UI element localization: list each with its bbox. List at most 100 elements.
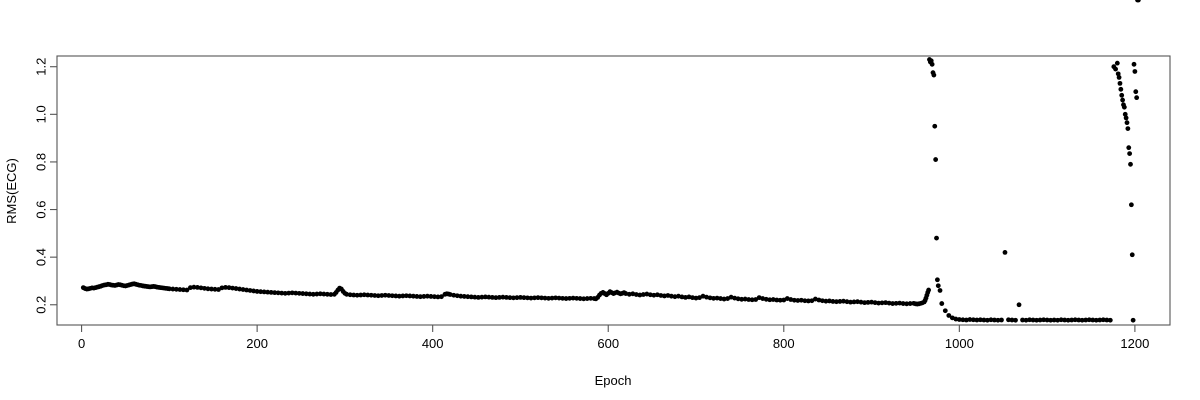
data-point <box>862 300 867 306</box>
data-point <box>1023 317 1029 323</box>
data-point <box>230 285 235 291</box>
data-point <box>275 290 281 296</box>
data-point <box>386 293 392 298</box>
data-point <box>347 292 353 298</box>
data-point <box>511 295 516 301</box>
data-point <box>535 295 541 301</box>
data-point <box>570 295 576 301</box>
data-point <box>321 291 327 297</box>
data-point <box>496 294 502 300</box>
data-point <box>439 294 444 300</box>
data-point <box>929 61 935 67</box>
data-point <box>414 294 420 299</box>
data-point <box>1065 317 1071 323</box>
data-point <box>739 296 745 302</box>
data-point <box>844 299 850 305</box>
data-point <box>879 300 885 306</box>
y-tick-label: 0.2 <box>34 296 49 314</box>
data-point <box>795 298 801 303</box>
data-point <box>268 289 274 295</box>
data-point <box>960 317 966 323</box>
data-point <box>956 317 962 322</box>
data-point <box>1114 60 1120 66</box>
data-point <box>823 298 829 304</box>
y-tick-label: 0.8 <box>34 153 49 171</box>
data-point <box>468 294 474 300</box>
data-point <box>735 296 741 302</box>
data-point <box>942 308 948 314</box>
data-point <box>293 290 299 296</box>
data-point <box>1128 161 1133 167</box>
data-point <box>1123 115 1129 121</box>
data-point <box>1006 317 1011 323</box>
data-point <box>1072 317 1078 323</box>
data-point <box>1027 317 1032 323</box>
data-point <box>421 294 427 299</box>
data-point <box>358 292 364 298</box>
data-point <box>1044 317 1050 323</box>
data-point <box>344 291 350 297</box>
data-point <box>1117 80 1123 86</box>
data-point <box>683 294 688 300</box>
x-tick-label: 0 <box>78 336 85 351</box>
x-tick-label: 600 <box>597 336 619 351</box>
data-point <box>354 292 360 298</box>
data-point <box>633 292 639 297</box>
data-point <box>690 295 695 301</box>
data-point <box>493 295 499 301</box>
x-axis-title: Epoch <box>595 373 632 388</box>
data-point <box>549 295 555 301</box>
data-point <box>489 294 495 300</box>
data-point <box>307 291 313 297</box>
data-point <box>195 284 200 290</box>
data-point <box>749 297 755 303</box>
x-tick-label: 800 <box>773 336 795 351</box>
data-point <box>995 317 1001 323</box>
data-point <box>317 291 323 297</box>
data-point <box>841 298 846 304</box>
data-point <box>834 299 839 305</box>
data-point <box>314 291 320 297</box>
data-point <box>532 295 537 301</box>
data-point <box>963 317 969 323</box>
x-tick-label: 400 <box>422 336 444 351</box>
y-tick-label: 1.0 <box>34 105 49 123</box>
x-axis-ticks: 0 200 400 600 800 1000 1200 <box>78 325 1149 351</box>
data-point <box>1127 151 1133 157</box>
data-point <box>237 286 242 292</box>
data-point <box>556 295 562 301</box>
data-point <box>368 292 374 298</box>
data-point <box>770 297 776 302</box>
x-tick-label: 1000 <box>945 336 974 351</box>
data-point <box>539 295 544 301</box>
data-point <box>389 293 395 299</box>
data-point <box>1076 317 1082 323</box>
plot-frame <box>56 55 1171 326</box>
data-point <box>1037 317 1043 323</box>
data-point <box>742 296 748 302</box>
data-point <box>937 288 943 293</box>
data-point <box>774 297 780 303</box>
data-point <box>721 296 727 302</box>
data-point <box>934 235 939 241</box>
data-point <box>883 300 889 306</box>
data-point <box>711 295 716 301</box>
data-point <box>934 277 940 283</box>
data-point <box>521 295 527 301</box>
data-point <box>1128 202 1134 208</box>
data-point <box>988 317 994 323</box>
data-point <box>170 286 176 292</box>
data-point <box>931 72 937 78</box>
data-point <box>662 293 667 299</box>
data-point <box>567 295 573 301</box>
y-tick-label: 1.2 <box>34 58 49 76</box>
data-point <box>763 296 769 302</box>
data-point <box>876 300 881 306</box>
data-point <box>240 287 246 292</box>
data-point <box>1083 317 1089 323</box>
data-point <box>166 286 172 292</box>
data-point <box>1120 97 1125 103</box>
data-point <box>1062 317 1068 323</box>
data-point <box>978 317 983 323</box>
